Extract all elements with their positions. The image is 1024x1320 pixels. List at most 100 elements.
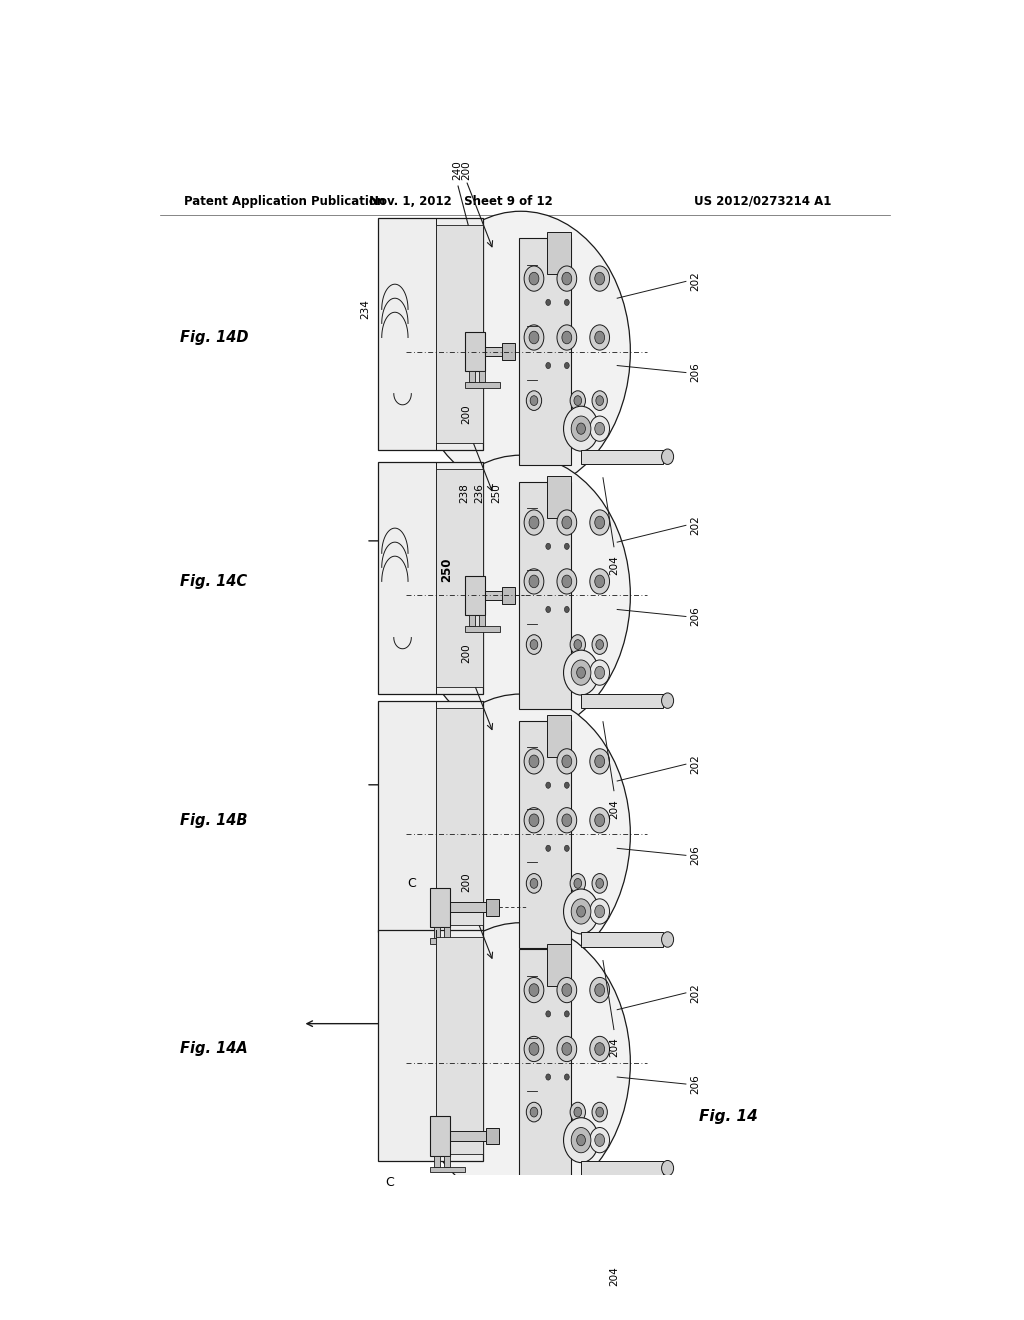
- Bar: [434, 1155, 440, 1167]
- Bar: [435, 937, 482, 1154]
- Bar: [484, 347, 515, 356]
- Bar: [450, 903, 499, 912]
- Circle shape: [526, 874, 542, 894]
- Circle shape: [530, 879, 538, 888]
- Circle shape: [592, 635, 607, 655]
- Circle shape: [592, 391, 607, 411]
- Circle shape: [562, 755, 571, 768]
- Bar: [434, 927, 440, 939]
- Circle shape: [590, 1036, 609, 1061]
- Text: C: C: [385, 1176, 394, 1189]
- Circle shape: [590, 416, 609, 441]
- Circle shape: [524, 510, 544, 535]
- Circle shape: [562, 576, 571, 587]
- Text: 234: 234: [360, 300, 371, 319]
- Circle shape: [524, 569, 544, 594]
- Circle shape: [564, 544, 569, 549]
- Circle shape: [526, 1102, 542, 1122]
- Circle shape: [557, 510, 577, 535]
- Circle shape: [412, 694, 631, 974]
- Bar: [518, 721, 571, 948]
- Circle shape: [563, 651, 599, 696]
- Circle shape: [524, 748, 544, 774]
- Bar: [547, 715, 571, 758]
- Circle shape: [590, 660, 609, 685]
- Bar: [581, 693, 664, 708]
- Circle shape: [557, 569, 577, 594]
- Circle shape: [595, 1134, 604, 1147]
- Text: 204: 204: [609, 1038, 618, 1057]
- Circle shape: [577, 906, 586, 917]
- Text: US 2012/0273214 A1: US 2012/0273214 A1: [694, 194, 831, 207]
- Circle shape: [529, 516, 539, 529]
- Circle shape: [590, 265, 609, 292]
- Circle shape: [596, 640, 603, 649]
- Bar: [502, 587, 515, 603]
- Bar: [581, 1162, 664, 1175]
- Bar: [547, 477, 571, 519]
- Circle shape: [595, 576, 604, 587]
- Bar: [518, 238, 571, 465]
- Circle shape: [595, 331, 604, 343]
- Bar: [479, 615, 485, 626]
- Circle shape: [524, 808, 544, 833]
- Circle shape: [562, 983, 571, 997]
- Text: Fig. 14B: Fig. 14B: [179, 813, 247, 828]
- Circle shape: [529, 755, 539, 768]
- Text: Fig. 14A: Fig. 14A: [179, 1041, 248, 1056]
- Bar: [465, 576, 484, 615]
- Circle shape: [570, 635, 586, 655]
- Circle shape: [595, 272, 604, 285]
- Circle shape: [571, 899, 591, 924]
- Circle shape: [529, 814, 539, 826]
- Text: 204: 204: [609, 554, 618, 574]
- Circle shape: [530, 1107, 538, 1117]
- Circle shape: [595, 1043, 604, 1055]
- Circle shape: [557, 265, 577, 292]
- Circle shape: [562, 516, 571, 529]
- Bar: [379, 462, 482, 693]
- Circle shape: [662, 1160, 674, 1176]
- Bar: [581, 450, 664, 463]
- Circle shape: [590, 748, 609, 774]
- Circle shape: [412, 923, 631, 1204]
- Text: 240: 240: [453, 161, 462, 181]
- Circle shape: [557, 748, 577, 774]
- Circle shape: [596, 396, 603, 405]
- Text: 250: 250: [492, 483, 502, 503]
- Text: 250: 250: [440, 558, 453, 582]
- Bar: [443, 927, 451, 939]
- Circle shape: [562, 272, 571, 285]
- Circle shape: [592, 1102, 607, 1122]
- Circle shape: [562, 814, 571, 826]
- Circle shape: [573, 640, 582, 649]
- Circle shape: [557, 1036, 577, 1061]
- Text: 200: 200: [461, 873, 471, 892]
- Bar: [518, 482, 571, 709]
- Bar: [547, 944, 571, 986]
- Circle shape: [546, 363, 551, 368]
- Circle shape: [662, 932, 674, 948]
- Bar: [430, 887, 450, 927]
- Text: 204: 204: [609, 1266, 618, 1286]
- Circle shape: [564, 1074, 569, 1080]
- Circle shape: [577, 422, 586, 434]
- Circle shape: [557, 808, 577, 833]
- Circle shape: [526, 391, 542, 411]
- Circle shape: [530, 640, 538, 649]
- Circle shape: [546, 845, 551, 851]
- Text: Nov. 1, 2012   Sheet 9 of 12: Nov. 1, 2012 Sheet 9 of 12: [370, 194, 553, 207]
- Bar: [443, 1155, 451, 1167]
- Circle shape: [595, 983, 604, 997]
- Circle shape: [530, 396, 538, 405]
- Circle shape: [596, 879, 603, 888]
- Text: 206: 206: [690, 607, 699, 627]
- Circle shape: [662, 449, 674, 465]
- Circle shape: [557, 325, 577, 350]
- Circle shape: [546, 1011, 551, 1016]
- Circle shape: [577, 1134, 586, 1146]
- Circle shape: [524, 325, 544, 350]
- Text: 200: 200: [461, 405, 471, 424]
- Text: 236: 236: [474, 483, 484, 503]
- Bar: [469, 371, 475, 383]
